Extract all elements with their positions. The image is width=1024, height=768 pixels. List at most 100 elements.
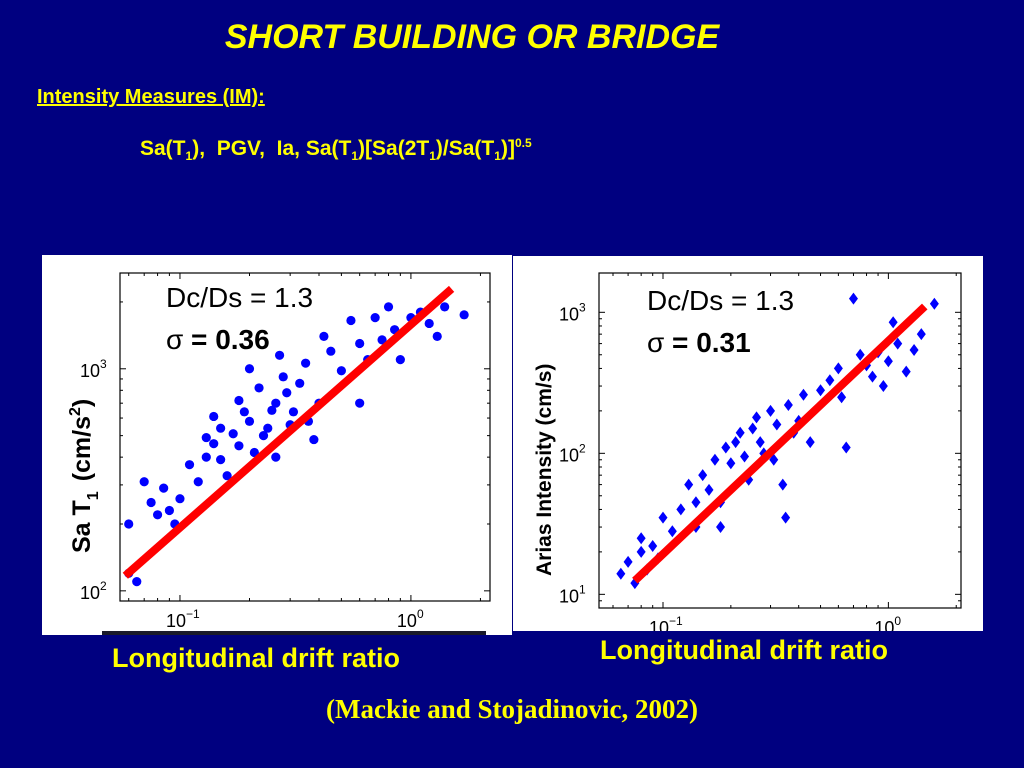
chart2-annotation-ratio: Dc/Ds = 1.3 xyxy=(647,285,794,316)
chart2-data-point xyxy=(731,436,741,449)
chart2-data-point xyxy=(616,567,626,580)
chart2-ytick-label: 102 xyxy=(559,441,586,465)
chart2-data-point xyxy=(783,399,793,412)
chart1-data-point xyxy=(249,447,259,458)
chart1-data-point xyxy=(201,452,211,462)
chart2-data-point xyxy=(667,525,677,538)
chart2-data-point xyxy=(909,344,919,357)
chart2-data-point xyxy=(636,532,646,545)
chart2-xtick-label: 100 xyxy=(874,614,901,631)
chart2-data-point xyxy=(805,436,815,449)
chart1-data-point xyxy=(216,423,226,433)
chart2-data-point xyxy=(676,503,686,516)
chart1-data-point xyxy=(216,454,226,465)
chart1-data-point xyxy=(370,313,380,323)
chart1-data-point xyxy=(301,358,311,368)
chart1-data-point xyxy=(239,407,249,417)
chart2-ytick-label: 101 xyxy=(559,582,586,606)
chart-arias-vs-drift: 10−1 100 101 102 103 Dc/Ds = 1.3 σ = 0.31 Arias… xyxy=(533,272,962,631)
chart2-data-point xyxy=(623,555,633,568)
im-combo-sub3: 1 xyxy=(494,149,501,164)
im-ia: Ia, xyxy=(276,137,306,160)
chart1-data-point xyxy=(271,452,281,462)
chart2-data-point xyxy=(716,521,726,534)
chart2-data-point xyxy=(878,380,888,393)
chart2-plot-frame xyxy=(598,272,962,609)
chart1-data-point xyxy=(244,416,255,426)
chart1-ytick-label: 103 xyxy=(80,357,107,381)
chart1-data-point xyxy=(201,432,211,443)
chart2-data-point xyxy=(755,436,765,449)
chart1-data-point xyxy=(152,510,163,520)
chart1-data-point xyxy=(271,398,281,408)
chart1-data-point xyxy=(274,350,285,360)
chart1-data-point xyxy=(377,335,387,345)
intensity-measures-heading: Intensity Measures (IM): xyxy=(37,86,265,108)
chart1-data-point xyxy=(234,441,244,451)
chart2-data-point xyxy=(726,457,736,470)
chart2-data-point xyxy=(710,453,720,466)
chart1-annotation-sigma: σ = 0.36 xyxy=(166,324,270,355)
chart2-data-point xyxy=(636,545,646,558)
chart1-data-point xyxy=(193,477,203,487)
chart1-data-point xyxy=(146,497,156,508)
chart1-data-point xyxy=(346,315,356,326)
chart-panel-sa: 10−1 100 102 103 Dc/Ds = 1.3 σ = 0.36 Sa T1(cm… xyxy=(42,255,512,635)
chart2-data-point xyxy=(929,297,939,310)
chart1-data-point xyxy=(244,364,255,374)
chart2-data-point xyxy=(721,441,731,454)
chart1-plot-frame xyxy=(119,272,491,602)
chart1-data-point xyxy=(159,483,169,493)
chart2-xtick-label: 10−1 xyxy=(649,614,683,631)
im-pgv: PGV, xyxy=(216,137,271,160)
im-exponent: 0.5 xyxy=(514,136,532,150)
im-sa-close: ), xyxy=(192,137,211,160)
chart1-data-point xyxy=(432,331,442,341)
chart1-data-point xyxy=(254,383,264,393)
chart2-data-point xyxy=(837,391,847,404)
chart1-data-point xyxy=(164,505,174,516)
chart1-data-point xyxy=(228,429,238,439)
chart1-data-point xyxy=(209,439,219,449)
chart1-data-point xyxy=(278,372,288,382)
chart2-data-point xyxy=(855,348,865,361)
chart1-data-point xyxy=(139,477,149,487)
chart1-data-point xyxy=(295,378,305,388)
chart2-data-point xyxy=(698,469,708,482)
chart1-data-point xyxy=(124,519,134,529)
chart1-ylabel: Sa T1(cm/s2) xyxy=(67,399,102,553)
im-combo-sub1: 1 xyxy=(351,149,359,164)
chart1-data-point xyxy=(234,395,244,406)
im-sa: Sa(T xyxy=(140,137,186,160)
chart2-data-point xyxy=(816,384,826,397)
panel-shadow xyxy=(102,631,486,635)
chart2-data-point xyxy=(916,328,926,341)
chart2-data-point xyxy=(691,496,701,509)
citation: (Mackie and Stojadinovic, 2002) xyxy=(325,694,698,724)
chart1-fit-line xyxy=(122,285,455,579)
chart2-data-point xyxy=(684,478,694,491)
chart2-data-point xyxy=(658,511,668,524)
chart1-data-point xyxy=(383,302,394,312)
chart2-data-point xyxy=(648,540,658,553)
chart2-data-point xyxy=(798,388,808,401)
chart2-xlabel: Longitudinal drift ratio xyxy=(600,635,888,665)
chart-panel-arias: 10−1 100 101 102 103 Dc/Ds = 1.3 σ = 0.31 Arias… xyxy=(513,256,983,631)
chart1-data-point xyxy=(424,318,434,329)
chart1-xlabel: Longitudinal drift ratio xyxy=(112,643,400,673)
chart2-annotation-sigma: σ = 0.31 xyxy=(647,327,751,358)
im-sa-sub: 1 xyxy=(185,149,193,164)
chart2-data-point xyxy=(833,362,843,375)
chart2-data-point xyxy=(766,404,776,417)
chart2-data-point xyxy=(735,426,745,439)
chart2-data-point xyxy=(781,511,791,524)
chart1-data-point xyxy=(288,407,299,417)
chart2-data-point xyxy=(893,337,903,350)
chart2-ylabel: Arias Intensity (cm/s) xyxy=(533,364,556,576)
chart1-data-point xyxy=(175,494,185,504)
chart1-data-point xyxy=(222,471,232,481)
chart1-data-point xyxy=(355,338,365,349)
chart2-data-point xyxy=(867,370,877,383)
intensity-measures-list: Sa(T1), PGV, Ia, Sa(T1)[Sa(2T1)/Sa(T1)]0… xyxy=(140,136,532,163)
chart2-data-point xyxy=(848,292,858,305)
